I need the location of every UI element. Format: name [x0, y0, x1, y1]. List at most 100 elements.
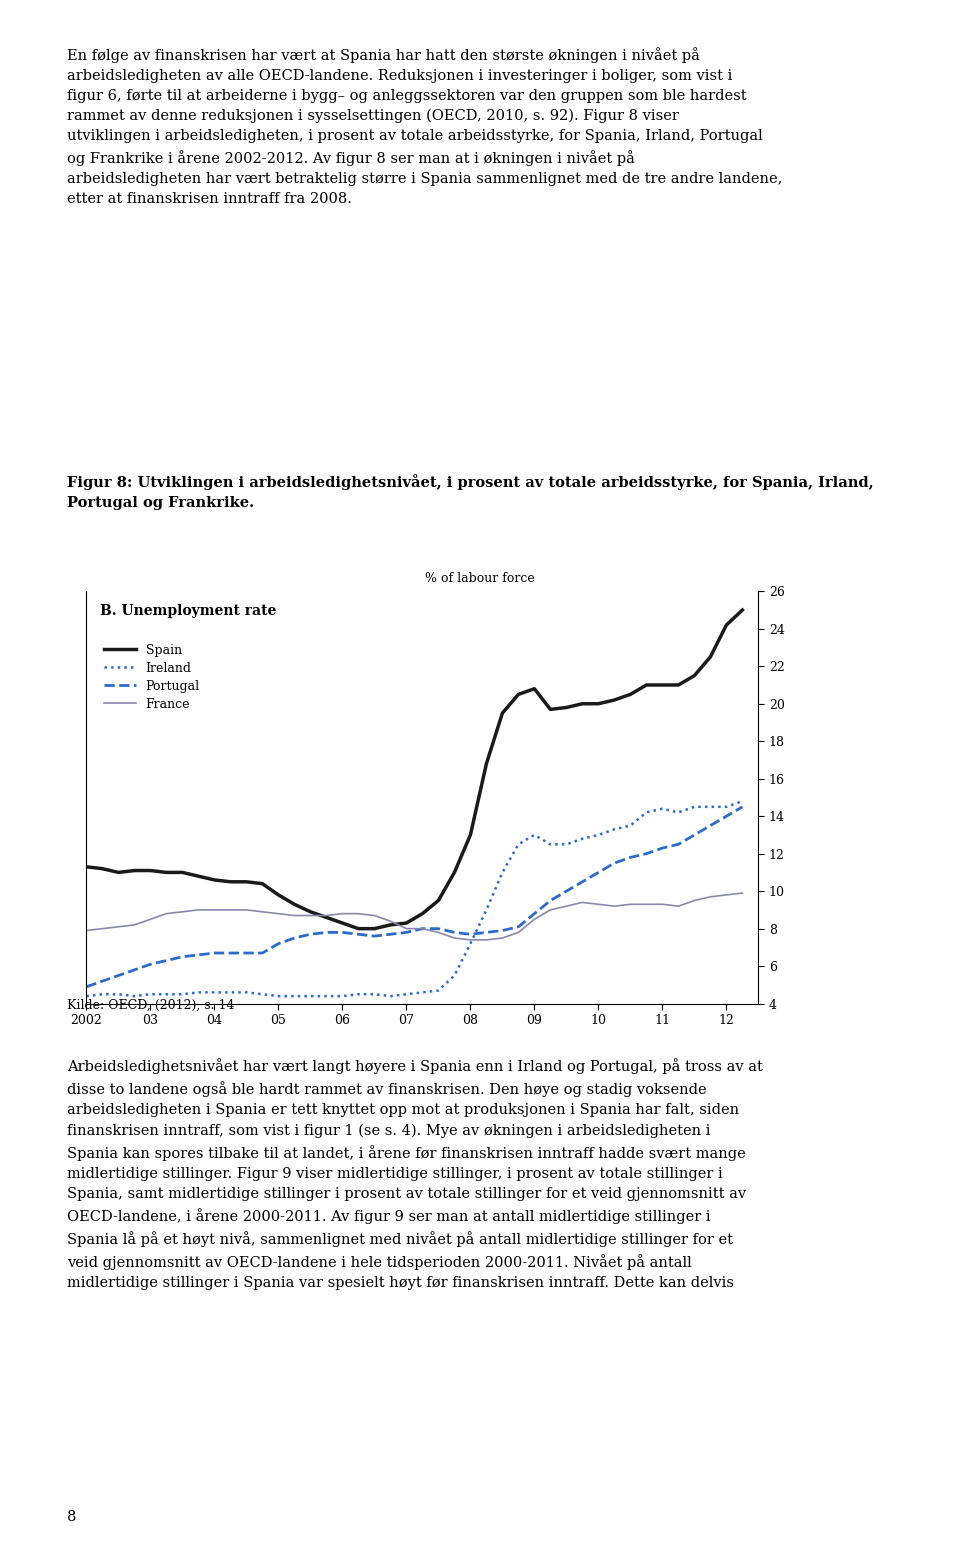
Portugal — [241, 943, 252, 962]
Spain — [208, 871, 220, 890]
Spain — [640, 675, 652, 694]
France — [625, 895, 636, 913]
France — [448, 929, 460, 948]
Ireland — [465, 934, 476, 952]
France — [112, 918, 124, 937]
France — [657, 895, 668, 913]
Spain — [433, 892, 444, 910]
Spain — [385, 915, 396, 934]
Spain — [256, 874, 268, 893]
Ireland — [657, 800, 668, 818]
Spain — [561, 699, 572, 717]
Portugal — [256, 943, 268, 962]
France — [609, 896, 620, 915]
Portugal — [496, 921, 508, 940]
Ireland — [561, 836, 572, 854]
Spain — [337, 913, 348, 932]
France — [513, 923, 524, 941]
Portugal — [97, 972, 108, 991]
Spain — [97, 859, 108, 878]
France — [385, 912, 396, 930]
Portugal — [177, 948, 188, 966]
France — [465, 930, 476, 949]
Text: En følge av finanskrisen har vært at Spania har hatt den største økningen i nivå: En følge av finanskrisen har vært at Spa… — [67, 47, 782, 207]
France — [673, 896, 684, 915]
France — [577, 893, 588, 912]
Portugal — [385, 924, 396, 943]
Text: % of labour force: % of labour force — [425, 573, 535, 585]
Ireland — [177, 985, 188, 1004]
France — [640, 895, 652, 913]
Portugal — [529, 904, 540, 923]
France — [241, 901, 252, 920]
Ireland — [721, 798, 732, 817]
Ireland — [208, 983, 220, 1002]
Spain — [400, 913, 412, 932]
Portugal — [577, 873, 588, 892]
France — [481, 930, 492, 949]
Spain — [352, 920, 364, 938]
Portugal — [721, 808, 732, 826]
Spain — [112, 864, 124, 882]
France — [496, 929, 508, 948]
Portugal — [112, 966, 124, 985]
France — [177, 902, 188, 921]
Portugal — [592, 864, 604, 882]
Portugal — [304, 924, 316, 943]
Line: France: France — [86, 893, 742, 940]
Text: Arbeidsledighetsnivået har vært langt høyere i Spania enn i Irland og Portugal, : Arbeidsledighetsnivået har vært langt hø… — [67, 1058, 763, 1290]
Legend: Spain, Ireland, Portugal, France: Spain, Ireland, Portugal, France — [100, 640, 204, 716]
Spain — [592, 694, 604, 713]
Ireland — [481, 901, 492, 920]
Ireland — [673, 803, 684, 822]
Spain — [736, 601, 748, 619]
Ireland — [289, 987, 300, 1005]
Ireland — [337, 987, 348, 1005]
Ireland — [417, 983, 428, 1002]
Portugal — [289, 929, 300, 948]
France — [273, 904, 284, 923]
Spain — [289, 895, 300, 913]
Text: Kilde: OECD, (2012), s. 14: Kilde: OECD, (2012), s. 14 — [67, 999, 234, 1011]
Ireland — [448, 966, 460, 985]
Ireland — [705, 798, 716, 817]
France — [97, 920, 108, 938]
Spain — [177, 864, 188, 882]
France — [400, 920, 412, 938]
Portugal — [736, 798, 748, 817]
France — [81, 921, 92, 940]
France — [369, 906, 380, 924]
Portugal — [225, 943, 236, 962]
Portugal — [160, 951, 172, 969]
Text: B. Unemployment rate: B. Unemployment rate — [100, 604, 276, 618]
Spain — [448, 864, 460, 882]
France — [160, 904, 172, 923]
Ireland — [273, 987, 284, 1005]
Ireland — [129, 987, 140, 1005]
Spain — [513, 685, 524, 703]
Line: Spain: Spain — [86, 610, 742, 929]
Portugal — [465, 924, 476, 943]
Portugal — [640, 845, 652, 864]
Portugal — [705, 817, 716, 836]
Ireland — [81, 987, 92, 1005]
Spain — [625, 685, 636, 703]
France — [592, 895, 604, 913]
Ireland — [145, 985, 156, 1004]
Portugal — [193, 946, 204, 965]
Portugal — [513, 918, 524, 937]
France — [289, 906, 300, 924]
Ireland — [640, 803, 652, 822]
Line: Portugal: Portugal — [86, 808, 742, 987]
Portugal — [417, 920, 428, 938]
Portugal — [400, 923, 412, 941]
Line: Ireland: Ireland — [86, 801, 742, 996]
France — [321, 906, 332, 924]
Portugal — [208, 943, 220, 962]
Spain — [705, 647, 716, 666]
Portugal — [673, 836, 684, 854]
Spain — [160, 864, 172, 882]
Ireland — [112, 985, 124, 1004]
Ireland — [688, 798, 700, 817]
France — [688, 892, 700, 910]
